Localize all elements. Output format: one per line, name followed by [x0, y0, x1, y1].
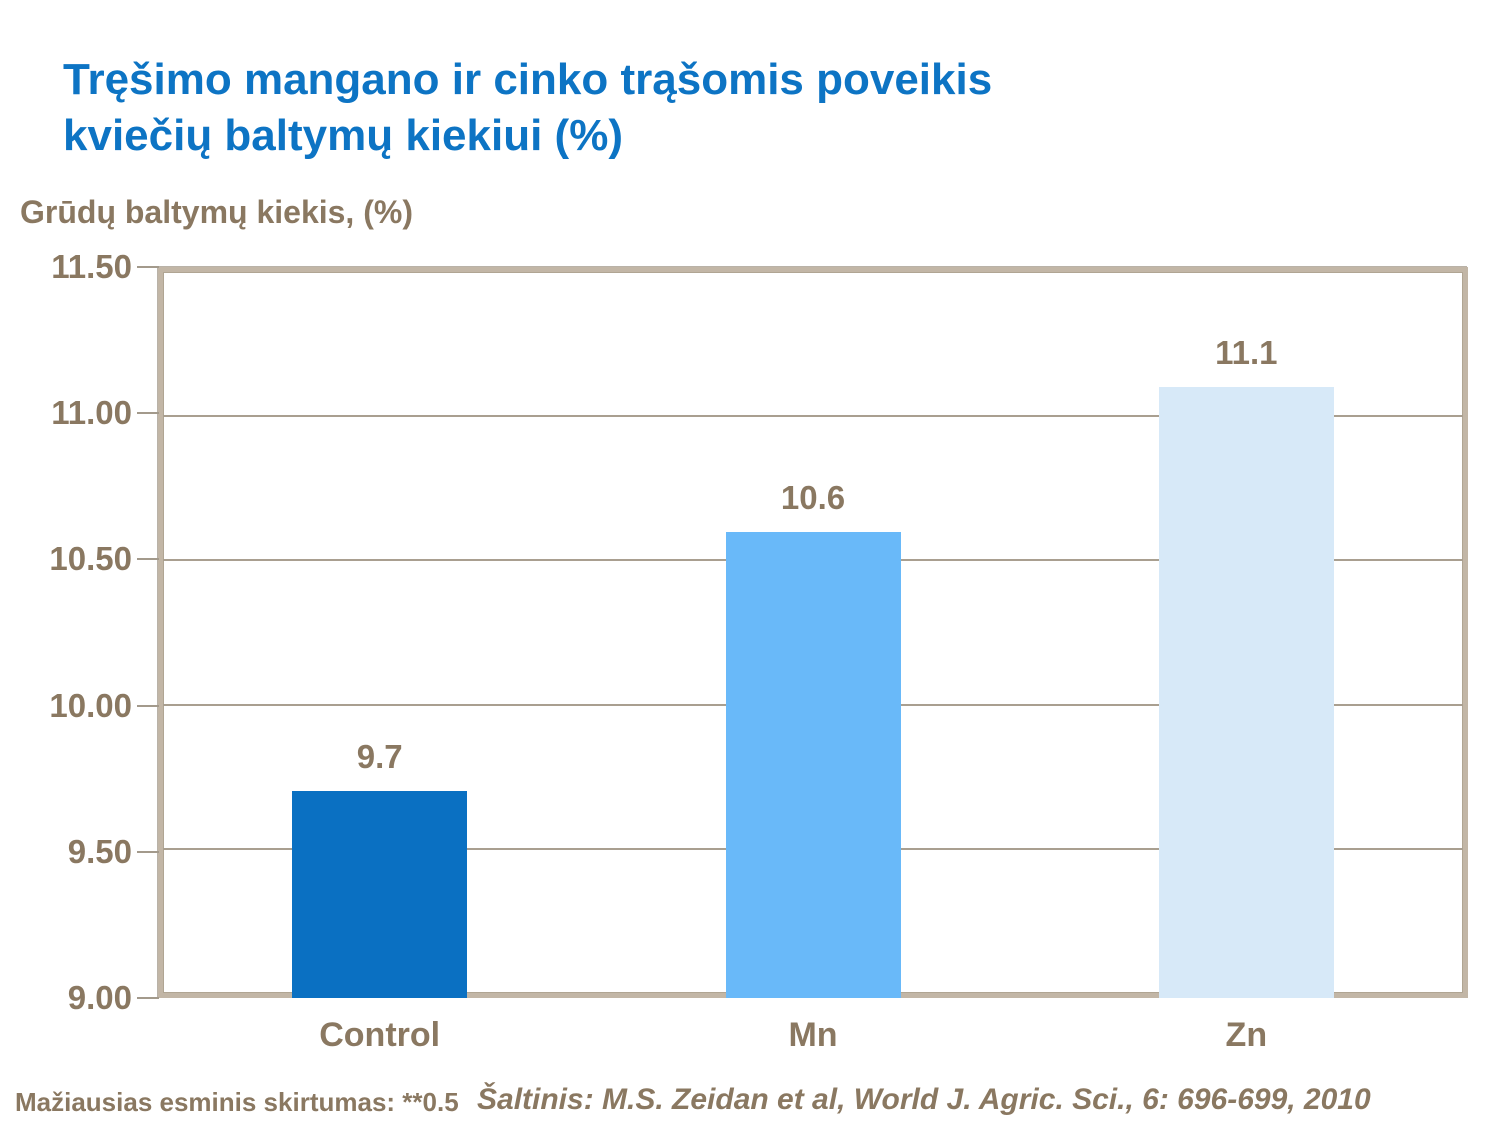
- bar-value-label-control: 9.7: [356, 738, 403, 776]
- source-citation: Šaltinis: M.S. Zeidan et al, World J. Ag…: [477, 1083, 1371, 1116]
- bar-mn: [725, 531, 901, 998]
- chart-title-line2: kviečių baltymų kiekiui (%): [63, 111, 623, 160]
- y-tick-label-9.00: 9.00: [67, 979, 132, 1016]
- y-tick-mark-9.00: [137, 997, 159, 999]
- y-tick-label-11.50: 11.50: [51, 248, 132, 285]
- plot-area: [158, 267, 1468, 998]
- bar-value-label-zn: 11.1: [1215, 334, 1278, 372]
- category-label-control: Control: [319, 1016, 441, 1054]
- y-tick-label-10.00: 10.00: [49, 686, 132, 724]
- y-tick-mark-11.00: [137, 412, 159, 415]
- y-axis-title: Grūdų baltymų kiekis, (%): [20, 194, 413, 230]
- bar-value-label-mn: 10.6: [780, 478, 846, 516]
- y-tick-mark-9.50: [137, 850, 159, 853]
- y-tick-mark-10.00: [137, 704, 159, 707]
- category-label-mn: Mn: [788, 1016, 838, 1054]
- y-tick-mark-11.50: [137, 266, 159, 268]
- gridline-11.00: [163, 415, 1463, 418]
- chart-title-line1: Tręšimo mangano ir cinko trąšomis poveik…: [63, 55, 993, 104]
- chart-title: Tręšimo mangano ir cinko trąšomis poveik…: [63, 52, 992, 164]
- y-tick-label-10.50: 10.50: [49, 540, 132, 578]
- y-tick-mark-10.50: [137, 558, 159, 561]
- bar-control: [292, 791, 468, 998]
- bar-zn: [1158, 387, 1334, 998]
- y-tick-label-9.50: 9.50: [67, 832, 132, 870]
- y-tick-label-11.00: 11.00: [51, 394, 132, 432]
- category-label-zn: Zn: [1225, 1016, 1268, 1054]
- footnote-lsd: Mažiausias esminis skirtumas: **0.5: [15, 1087, 459, 1117]
